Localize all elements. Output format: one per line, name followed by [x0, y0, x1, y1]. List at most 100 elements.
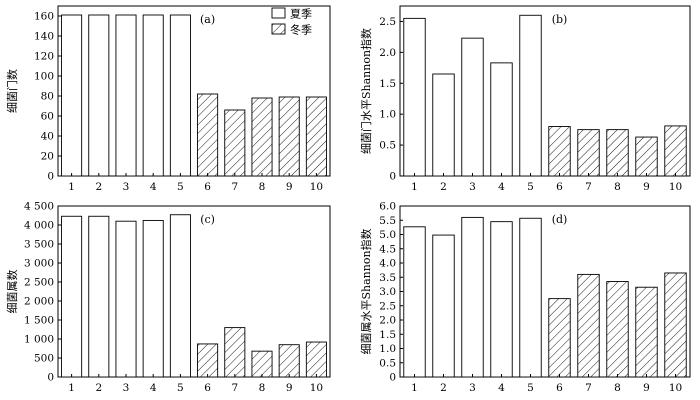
x-tick-label: 8 — [259, 181, 266, 193]
panel-a: 0 20 40 60 80 100 120 140 160 1 2 3 4 5 6 7 8 9 10 (a) 细菌门数 夏… — [5, 5, 331, 193]
bar-3 — [115, 220, 137, 378]
y-tick-label: 2.0 — [379, 315, 396, 327]
bar-9 — [278, 96, 300, 177]
y-tick-label: 500 — [34, 353, 54, 365]
bar-6 — [197, 93, 219, 177]
y-tick-label: 0 — [389, 171, 396, 183]
plot-frame — [399, 5, 691, 177]
y-axis-label: 细菌属水平Shannon指数 — [359, 228, 373, 354]
x-tick-label: 8 — [614, 181, 621, 193]
bar-1 — [61, 215, 83, 378]
bar-1 — [61, 14, 83, 177]
x-tick-label: 3 — [469, 181, 476, 193]
plot-frame — [57, 5, 331, 177]
panel-b: 0 0.5 1.0 1.5 2.0 2.5 1 2 3 4 5 6 7 8 9 10 (b) 细菌门水平Shann… — [359, 5, 691, 193]
y-tick-label: 140 — [34, 31, 54, 43]
bar-7 — [224, 327, 246, 378]
y-tick-label: 0 — [47, 372, 54, 384]
y-tick-label: 0.5 — [379, 140, 396, 152]
bar-6 — [197, 343, 219, 378]
panel-label: (b) — [552, 13, 568, 26]
x-tick-label: 4 — [498, 382, 505, 394]
x-tick-label: 9 — [643, 181, 650, 193]
bar-6 — [548, 126, 571, 177]
y-tick-label: 0 — [389, 372, 396, 384]
y-tick-label: 160 — [34, 11, 54, 23]
x-tick-label: 7 — [231, 382, 238, 394]
y-tick-label: 4.0 — [379, 258, 396, 270]
bar-7 — [577, 129, 600, 177]
x-tick-label: 5 — [527, 181, 534, 193]
x-tick-label: 6 — [204, 181, 211, 193]
bar-3 — [461, 37, 484, 177]
x-tick-label: 10 — [669, 382, 682, 394]
bar-10 — [664, 125, 687, 177]
y-tick-label: 1.0 — [379, 109, 396, 121]
x-tick-label: 1 — [68, 181, 75, 193]
bar-7 — [224, 109, 246, 177]
legend-label-summer: 夏季 — [290, 8, 312, 21]
bar-9 — [635, 136, 658, 177]
x-tick-label: 8 — [614, 382, 621, 394]
y-tick-label: 3.0 — [379, 286, 396, 298]
bar-8 — [606, 281, 629, 378]
x-tick-label: 2 — [440, 181, 447, 193]
bar-5 — [519, 217, 542, 378]
bar-8 — [606, 129, 629, 177]
x-tick-label: 3 — [469, 382, 476, 394]
x-tick-label: 4 — [498, 181, 505, 193]
y-tick-label: 1 500 — [24, 315, 54, 327]
x-tick-label: 1 — [411, 382, 418, 394]
y-tick-label: 4.5 — [379, 243, 396, 255]
x-tick-label: 2 — [95, 181, 102, 193]
x-tick-label: 7 — [585, 181, 592, 193]
legend-swatch-summer — [271, 7, 286, 19]
legend-swatch-winter — [271, 23, 286, 35]
bar-4 — [490, 62, 513, 177]
y-tick-label: 2 500 — [24, 277, 54, 289]
x-tick-label: 7 — [231, 181, 238, 193]
y-tick-label: 4 500 — [24, 201, 54, 213]
bar-8 — [251, 350, 273, 378]
bar-2 — [88, 215, 110, 378]
y-tick-label: 3 000 — [24, 258, 54, 270]
panel-c: 0 500 1 000 1 500 2 000 2 500 3 000 3 500 4 000 4… — [6, 201, 331, 394]
x-tick-label: 3 — [123, 382, 130, 394]
bar-5 — [169, 14, 191, 177]
bar-4 — [490, 221, 513, 378]
y-tick-label: 60 — [41, 111, 54, 123]
y-tick-label: 3 500 — [24, 239, 54, 251]
y-tick-label: 2.0 — [379, 47, 396, 59]
bar-6 — [548, 298, 571, 378]
x-tick-label: 5 — [177, 382, 184, 394]
x-tick-label: 6 — [556, 181, 563, 193]
bar-1 — [403, 226, 426, 378]
x-tick-label: 9 — [286, 181, 293, 193]
bar-9 — [635, 286, 658, 378]
bar-10 — [664, 272, 687, 378]
bar-3 — [461, 216, 484, 378]
bar-4 — [142, 219, 164, 378]
x-tick-label: 4 — [150, 181, 157, 193]
panel-label: (c) — [200, 213, 215, 226]
bar-5 — [169, 214, 191, 378]
x-tick-label: 10 — [669, 181, 682, 193]
x-tick-label: 2 — [95, 382, 102, 394]
y-tick-label: 0.5 — [379, 357, 396, 369]
y-tick-label: 1.5 — [379, 78, 396, 90]
bar-8 — [251, 97, 273, 177]
y-tick-label: 1 000 — [24, 334, 54, 346]
x-tick-label: 2 — [440, 382, 447, 394]
panel-label: (d) — [552, 213, 568, 226]
x-tick-label: 7 — [585, 382, 592, 394]
bar-1 — [403, 17, 426, 177]
x-tick-label: 5 — [177, 181, 184, 193]
x-tick-label: 9 — [286, 382, 293, 394]
y-tick-label: 100 — [34, 71, 54, 83]
y-tick-label: 120 — [34, 51, 54, 63]
bar-10 — [305, 341, 327, 378]
y-tick-label: 40 — [41, 131, 54, 143]
x-tick-label: 3 — [123, 181, 130, 193]
